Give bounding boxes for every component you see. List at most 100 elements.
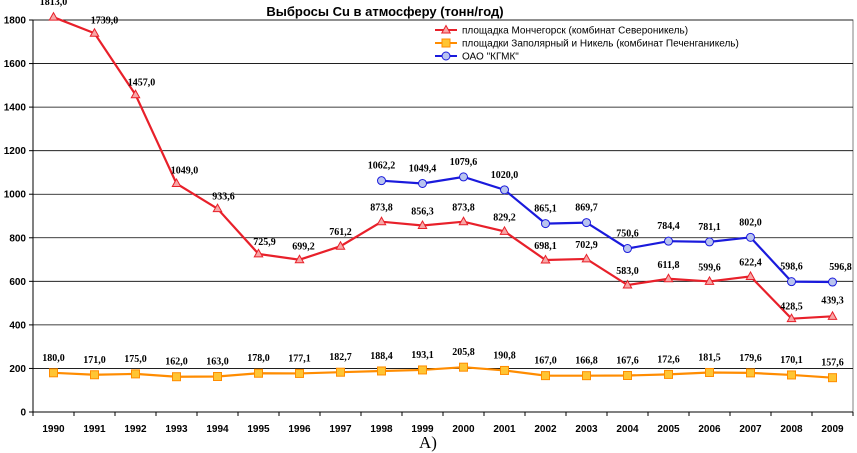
- y-tick-label: 1200: [4, 146, 27, 157]
- x-tick-label: 1994: [206, 424, 229, 435]
- data-point: [294, 254, 305, 264]
- data-label: 172,6: [657, 354, 680, 365]
- data-label: 1079,6: [450, 157, 478, 168]
- data-point: [746, 368, 755, 378]
- data-label: 761,2: [329, 227, 352, 238]
- data-label: 439,3: [821, 295, 844, 306]
- data-point: [827, 310, 838, 320]
- data-label: 1813,0: [40, 0, 68, 8]
- data-point: [254, 368, 263, 378]
- data-label: 698,1: [534, 241, 557, 252]
- data-label: 175,0: [124, 354, 147, 365]
- x-tick-label: 2005: [657, 424, 680, 435]
- data-label: 750,6: [616, 229, 639, 240]
- data-point: [541, 371, 550, 381]
- data-label: 167,0: [534, 356, 557, 367]
- series-2: [377, 172, 837, 287]
- data-label: 181,5: [698, 352, 721, 363]
- data-label: 167,6: [616, 356, 639, 367]
- x-tick-label: 2008: [780, 424, 803, 435]
- data-label: 802,0: [739, 217, 762, 228]
- data-label: 188,4: [370, 351, 393, 362]
- data-point: [705, 367, 714, 377]
- y-tick-label: 200: [9, 364, 26, 375]
- data-label: 599,6: [698, 262, 721, 273]
- data-point: [295, 368, 304, 378]
- data-label: 170,1: [780, 355, 803, 366]
- axes: 0 200 400 600 800 1000 1200 1400 1600 1800 1990 199…: [4, 16, 854, 435]
- data-label: 829,2: [493, 212, 516, 223]
- data-label: 1020,0: [491, 170, 519, 181]
- data-label: 611,8: [658, 260, 680, 271]
- data-label: 179,6: [739, 353, 762, 364]
- x-tick-label: 2001: [493, 424, 516, 435]
- data-point: [663, 273, 674, 283]
- data-point: [377, 176, 386, 186]
- y-tick-label: 1000: [4, 190, 27, 201]
- data-label: 784,4: [657, 221, 680, 232]
- data-point: [622, 279, 633, 289]
- data-point: [458, 216, 469, 226]
- data-label: 171,0: [83, 355, 106, 366]
- data-point: [441, 51, 451, 61]
- data-point: [418, 178, 427, 188]
- series-1: [49, 362, 837, 383]
- data-point: [48, 11, 59, 21]
- x-tick-label: 2003: [575, 424, 598, 435]
- grid: [32, 19, 854, 413]
- data-point: [828, 373, 837, 383]
- data-point: [418, 365, 427, 375]
- data-point: [172, 372, 181, 382]
- x-tick-label: 1991: [83, 424, 106, 435]
- x-tick-label: 1995: [247, 424, 270, 435]
- data-label: 178,0: [247, 353, 270, 364]
- data-point: [440, 24, 452, 34]
- data-label: 163,0: [206, 357, 229, 368]
- legend-label: ОАО "КГМК": [462, 52, 519, 63]
- data-point: [582, 371, 591, 381]
- data-point: [131, 369, 140, 379]
- y-tick-label: 400: [9, 320, 26, 331]
- figure-caption: А): [419, 433, 437, 452]
- data-label: 869,7: [575, 203, 598, 214]
- data-label: 1049,0: [171, 166, 199, 177]
- data-label: 1062,2: [368, 161, 396, 172]
- data-label: 180,0: [42, 353, 65, 364]
- data-point: [459, 172, 468, 182]
- series-0: [48, 11, 838, 323]
- data-point: [664, 369, 673, 379]
- data-point: [664, 236, 673, 246]
- data-point: [705, 237, 714, 247]
- data-label: 933,6: [212, 192, 235, 203]
- plot-area: [32, 19, 854, 413]
- data-label: 1457,0: [128, 78, 156, 89]
- data-point: [787, 370, 796, 380]
- data-point: [745, 270, 756, 280]
- data-point: [49, 368, 58, 378]
- data-point: [253, 248, 264, 258]
- data-label: 781,1: [698, 222, 721, 233]
- x-tick-label: 1996: [288, 424, 311, 435]
- data-label: 1739,0: [91, 15, 119, 26]
- data-point: [581, 253, 592, 263]
- x-tick-label: 2004: [616, 424, 639, 435]
- data-point: [540, 254, 551, 264]
- x-tick-label: 2006: [698, 424, 721, 435]
- x-tick-label: 2002: [534, 424, 557, 435]
- data-label: 193,1: [411, 350, 434, 361]
- data-point: [441, 38, 451, 48]
- chart-title: Выбросы Cu в атмосферу (тонн/год): [266, 4, 503, 19]
- data-label: 856,3: [411, 207, 434, 218]
- series-line: [381, 175, 833, 284]
- data-point: [500, 365, 509, 375]
- y-tick-label: 800: [9, 233, 26, 244]
- series-line: [53, 16, 833, 320]
- data-point: [417, 219, 428, 230]
- y-tick-label: 1800: [4, 16, 27, 27]
- data-label: 622,4: [739, 257, 762, 268]
- data-label: 1049,4: [409, 163, 437, 174]
- x-tick-label: 1990: [42, 424, 65, 435]
- data-point: [459, 362, 468, 372]
- x-tick-label: 1992: [124, 424, 147, 435]
- x-tick-label: 1993: [165, 424, 188, 435]
